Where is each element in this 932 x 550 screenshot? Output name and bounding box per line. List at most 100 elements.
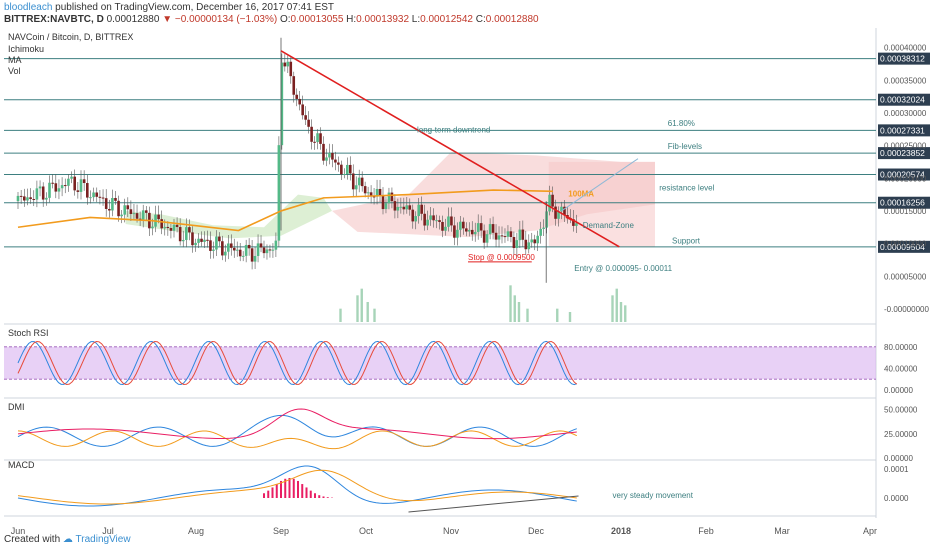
macd-histogram-bar [263, 493, 265, 498]
candle-body [557, 211, 560, 219]
x-tick-label: 2018 [611, 526, 631, 536]
candle-body [360, 177, 364, 187]
ohlc-close: 0.00012880 [485, 14, 539, 25]
candle-body [536, 235, 539, 244]
volume-bar [339, 308, 342, 322]
candle-body [348, 164, 352, 174]
candle-body [438, 220, 441, 222]
price-y-tick: 0.00035000 [884, 76, 927, 85]
price-y-tick: 0.00005000 [884, 272, 927, 281]
annotation-support: Support [672, 237, 701, 246]
candle-body [35, 188, 39, 200]
candle-body [548, 194, 551, 212]
candle-body [262, 247, 266, 254]
macd-signal-line [17, 469, 577, 505]
volume-bar [373, 308, 376, 322]
volume-bar [366, 302, 369, 322]
candle-body [188, 227, 191, 233]
ohlc-open: 0.00013055 [290, 14, 344, 25]
candle-body [247, 244, 251, 249]
author-name[interactable]: bloodleach [4, 2, 53, 13]
volume-bar [568, 312, 572, 322]
candle-body [256, 243, 260, 256]
candle-body [144, 210, 148, 213]
candle-body [497, 235, 501, 240]
macd-label: MACD [8, 460, 35, 470]
candle-body [92, 192, 95, 198]
candle-body [506, 231, 510, 237]
ohlc-l-label: L: [411, 14, 421, 25]
stoch-band [4, 346, 876, 380]
candle-body [399, 206, 403, 208]
candle-body [304, 115, 307, 120]
x-tick-label: Nov [443, 526, 460, 536]
macd-histogram-bar [292, 478, 295, 498]
candle-body [572, 219, 575, 226]
candle-body [476, 223, 480, 232]
candle-body [313, 141, 316, 143]
macd-histogram-bar [267, 490, 270, 498]
candle-body [111, 198, 114, 211]
candle-body [212, 249, 215, 251]
candle-body [244, 244, 248, 256]
candle-body [229, 243, 233, 248]
volume-bar [509, 285, 512, 322]
level-label-bg [878, 124, 930, 137]
candle-body [575, 223, 578, 226]
candle-body [459, 221, 462, 230]
candle-body [235, 249, 239, 251]
candle-body [253, 255, 257, 262]
candle-body [408, 205, 412, 210]
candle-body [530, 239, 534, 243]
volume-bar [624, 305, 627, 322]
volume-bar [356, 295, 359, 322]
level-label: 0.00032024 [880, 95, 925, 105]
stoch-label: Stoch RSI [8, 328, 49, 338]
candle-body [372, 196, 376, 198]
legend-item: Ichimoku [8, 44, 44, 54]
candle-body [98, 196, 102, 198]
x-tick-label: Dec [528, 526, 545, 536]
candle-body [227, 243, 230, 252]
candle-body [200, 238, 203, 242]
stoch-d-line [17, 340, 578, 386]
stoch-y-tick: 0.00000 [884, 386, 913, 395]
candle-body [117, 200, 120, 217]
candle-body [54, 183, 58, 192]
candle-body [16, 195, 20, 202]
candle-body [206, 239, 209, 241]
candle-body [132, 213, 136, 215]
legend-item: MA [8, 55, 22, 65]
candle-body [441, 221, 444, 231]
macd-histogram-bar [314, 493, 316, 498]
volume-bar [611, 295, 614, 322]
volume-bar [513, 295, 516, 322]
candle-body [462, 221, 465, 229]
candle-body [518, 229, 522, 241]
level-label: 0.00016256 [880, 198, 925, 208]
candle-body [292, 76, 296, 95]
x-tick-label: Apr [863, 526, 877, 536]
candle-body [402, 206, 406, 210]
dmi-y-tick: 25.00000 [884, 430, 918, 439]
target-arrow [565, 217, 583, 226]
candle-body [178, 227, 182, 242]
price-y-tick: 0.00040000 [884, 44, 927, 53]
candle-body [141, 210, 145, 221]
candle-body [101, 197, 105, 199]
candle-body [301, 104, 304, 116]
volume-bar [526, 308, 529, 322]
candle-body [23, 196, 26, 201]
annotation-resistance: resistance level [659, 184, 714, 193]
candle-body [387, 192, 391, 204]
ohlc-o-label: O: [279, 14, 291, 25]
candle-body [169, 228, 173, 231]
candle-body [411, 209, 415, 222]
candle-body [19, 195, 23, 197]
candle-body [175, 224, 179, 228]
macd-y-tick: 0.0000 [884, 494, 909, 503]
candle-body [521, 229, 525, 240]
candle-body [95, 192, 99, 197]
tradingview-brand[interactable]: TradingView [75, 534, 131, 545]
